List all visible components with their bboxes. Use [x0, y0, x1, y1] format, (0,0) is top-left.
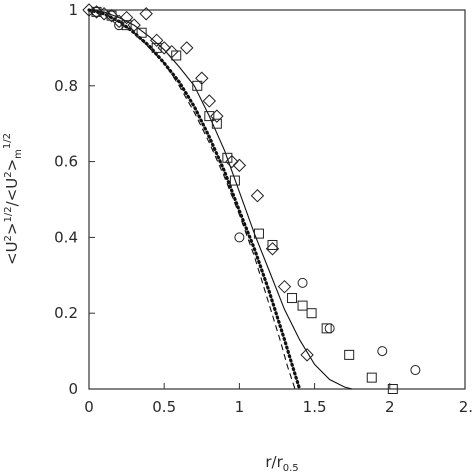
diamond-point — [202, 94, 217, 108]
square-point — [267, 239, 278, 250]
y-label-part4-sub: m — [13, 149, 24, 159]
x-tick-label: 1 — [235, 398, 245, 416]
y-label-part1-sup: 2 — [3, 235, 14, 241]
diamond-point — [97, 7, 111, 21]
diamond-point — [139, 7, 153, 21]
square-point — [204, 111, 215, 122]
square-point — [192, 80, 203, 91]
diamond-point — [250, 189, 265, 203]
y-label-part2-sup: 1/2 — [3, 206, 14, 222]
y-label-part2: > — [3, 222, 21, 235]
square-point — [366, 372, 377, 383]
y-axis-label: <U2>1/2/<U2>m1/2 — [2, 133, 24, 265]
y-label-part3-sup: 2 — [3, 171, 14, 177]
diamond-point — [157, 41, 171, 55]
square-point — [253, 228, 264, 239]
diamond-point — [127, 18, 141, 32]
diamond-point — [180, 41, 194, 55]
y-label-part3: /<U — [3, 178, 21, 207]
x-tick-label: 2. — [459, 398, 473, 416]
diamond-point — [82, 3, 96, 17]
square-point — [136, 27, 147, 38]
square-point — [297, 300, 308, 311]
square-point — [121, 20, 132, 31]
square-point — [106, 10, 117, 21]
x-axis-label-sub: 0.5 — [283, 463, 299, 474]
y-tick-label: 0.4 — [54, 228, 78, 246]
diamond-point — [300, 348, 314, 362]
circle-point — [377, 346, 388, 357]
diamond-point — [225, 154, 239, 169]
y-label-part4-sup: 1/2 — [2, 133, 13, 149]
x-axis-ticks: 0 0.5 1 1.5 2 2. — [84, 383, 473, 416]
diamond-point — [119, 10, 134, 25]
square-point — [344, 349, 355, 360]
x-tick-label: 0 — [84, 398, 94, 416]
y-label-part4: > — [3, 159, 21, 172]
circle-point — [324, 323, 335, 334]
square-point — [387, 384, 398, 394]
square-point — [287, 293, 298, 304]
y-tick-label: 1 — [68, 1, 78, 19]
x-axis-label-main: r/r — [265, 453, 283, 471]
y-axis-ticks: 0 0.2 0.4 0.6 0.8 1 — [54, 1, 95, 398]
y-tick-label: 0.2 — [54, 304, 78, 322]
circle-point — [114, 20, 125, 31]
x-tick-label: 0.5 — [152, 398, 176, 416]
diamond-point — [232, 158, 247, 173]
markers — [82, 3, 421, 394]
plot-frame — [88, 9, 466, 390]
dotted-curve — [87, 8, 302, 391]
curves — [87, 8, 353, 391]
y-tick-label: 0.8 — [54, 77, 78, 95]
y-tick-label: 0.6 — [54, 153, 78, 171]
y-tick-label: 0 — [68, 380, 78, 398]
square-point — [211, 118, 222, 129]
circle-point — [297, 277, 308, 288]
square-point — [321, 323, 332, 334]
circle-point — [410, 365, 421, 376]
diamond-point — [277, 279, 292, 294]
x-tick-label: 2 — [385, 398, 395, 416]
diamond-point — [210, 109, 224, 123]
circle-point — [91, 6, 102, 17]
square-point — [222, 152, 233, 163]
dashed-curve — [88, 9, 296, 390]
circle-point — [234, 232, 245, 243]
square-point — [171, 50, 182, 61]
y-label-part1: <U — [3, 241, 21, 265]
x-axis-label: r/r0.5 — [265, 453, 298, 474]
solid-curve — [88, 9, 353, 390]
x-tick-label: 1.5 — [303, 398, 327, 416]
square-point — [306, 308, 317, 319]
square-point — [151, 42, 162, 53]
diamond-point — [149, 33, 164, 48]
square-point — [229, 175, 240, 186]
